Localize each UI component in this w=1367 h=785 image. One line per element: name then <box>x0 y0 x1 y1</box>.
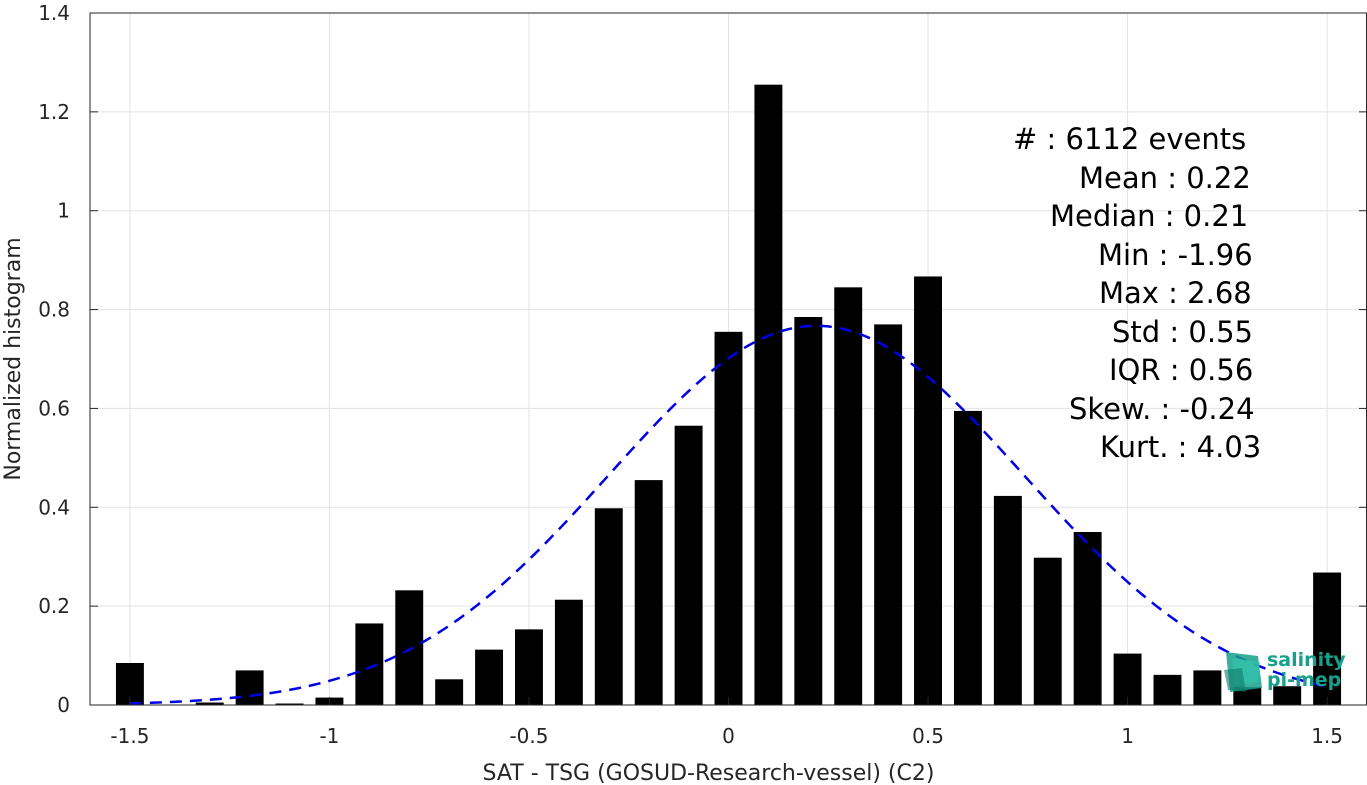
histogram-bar <box>1073 532 1102 705</box>
stat-min: Min : -1.96 <box>1098 237 1253 272</box>
histogram-bar <box>275 703 304 705</box>
histogram-bar <box>993 495 1022 705</box>
histogram-bar <box>515 629 543 705</box>
stat-mean: Mean : 0.22 <box>1079 160 1251 195</box>
x-axis-label: SAT - TSG (GOSUD-Research-vessel) (C2) <box>483 761 935 785</box>
x-tick-label: 1 <box>1121 724 1134 748</box>
grid-lines <box>90 12 1367 706</box>
stat-std: Std : 0.55 <box>1112 314 1253 349</box>
stat-iqr: IQR : 0.56 <box>1109 353 1254 387</box>
x-tick-label: 0 <box>722 724 735 748</box>
histogram-bar <box>754 84 783 705</box>
y-tick-label: 0 <box>57 693 70 717</box>
stat-kurt: Kurt. : 4.03 <box>1100 430 1262 464</box>
normal-fit-curve <box>129 324 1328 705</box>
histogram-bar <box>1033 557 1062 705</box>
logo-mark-icon <box>1224 652 1262 692</box>
histogram-bar <box>794 316 823 705</box>
histogram-bar <box>1153 674 1182 705</box>
y-tick-label: 1.2 <box>38 100 70 124</box>
logo-text-salinity: salinity <box>1267 649 1346 671</box>
stat-count: # : 6112 events <box>1013 122 1247 156</box>
histogram-bar <box>834 287 863 705</box>
histogram-bar <box>475 649 504 705</box>
x-tick-label: -1.5 <box>110 724 149 748</box>
histogram-bar <box>1113 653 1142 705</box>
histogram-bar <box>235 670 264 705</box>
statistics-box: # : 6112 events Mean : 0.22 Median : 0.2… <box>960 120 1290 467</box>
y-axis-label: Normalized histogram <box>1 237 26 480</box>
histogram-bar <box>1193 670 1222 705</box>
y-tick-label: 0.6 <box>38 396 70 420</box>
histogram-bar <box>874 324 903 705</box>
y-tick-label: 0.4 <box>38 495 70 519</box>
x-tick-label: -1 <box>319 724 339 748</box>
stat-median: Median : 0.21 <box>1050 199 1249 233</box>
histogram-bar <box>914 276 942 705</box>
logo-text-pimep: pi-mep <box>1267 669 1342 691</box>
histogram-bar <box>594 508 623 705</box>
histogram-bar <box>554 599 583 705</box>
stat-skew: Skew. : -0.24 <box>1069 391 1255 426</box>
histogram-bar <box>634 480 663 705</box>
histogram-bar <box>395 590 424 705</box>
stat-max: Max : 2.68 <box>1099 276 1252 310</box>
x-tick-label: 1.5 <box>1311 724 1343 748</box>
histogram-bar <box>195 702 224 705</box>
histogram-bars <box>115 84 1342 705</box>
salinity-pimep-logo: salinity pi-mep <box>1222 648 1352 696</box>
y-tick-label: 1 <box>57 199 70 223</box>
y-tick-label: 1.4 <box>38 1 70 25</box>
y-tick-label: 0.8 <box>38 298 70 322</box>
histogram-bar <box>953 410 982 705</box>
histogram-bar <box>435 679 464 705</box>
y-tick-label: 0.2 <box>38 594 70 618</box>
histogram-bar <box>1313 572 1342 705</box>
histogram-bar <box>674 425 703 705</box>
histogram-bar <box>714 331 743 705</box>
histogram-bar <box>1273 686 1302 705</box>
x-tick-label: -0.5 <box>509 724 548 748</box>
histogram-bar <box>355 623 384 705</box>
x-tick-label: 0.5 <box>912 724 944 748</box>
axes: -1.5 -1 -0.5 0 0.5 1 1.5 0 0.2 0.4 0.6 0.8 1 1.2 1.4 <box>38 1 1367 748</box>
histogram-bar <box>1233 687 1262 705</box>
